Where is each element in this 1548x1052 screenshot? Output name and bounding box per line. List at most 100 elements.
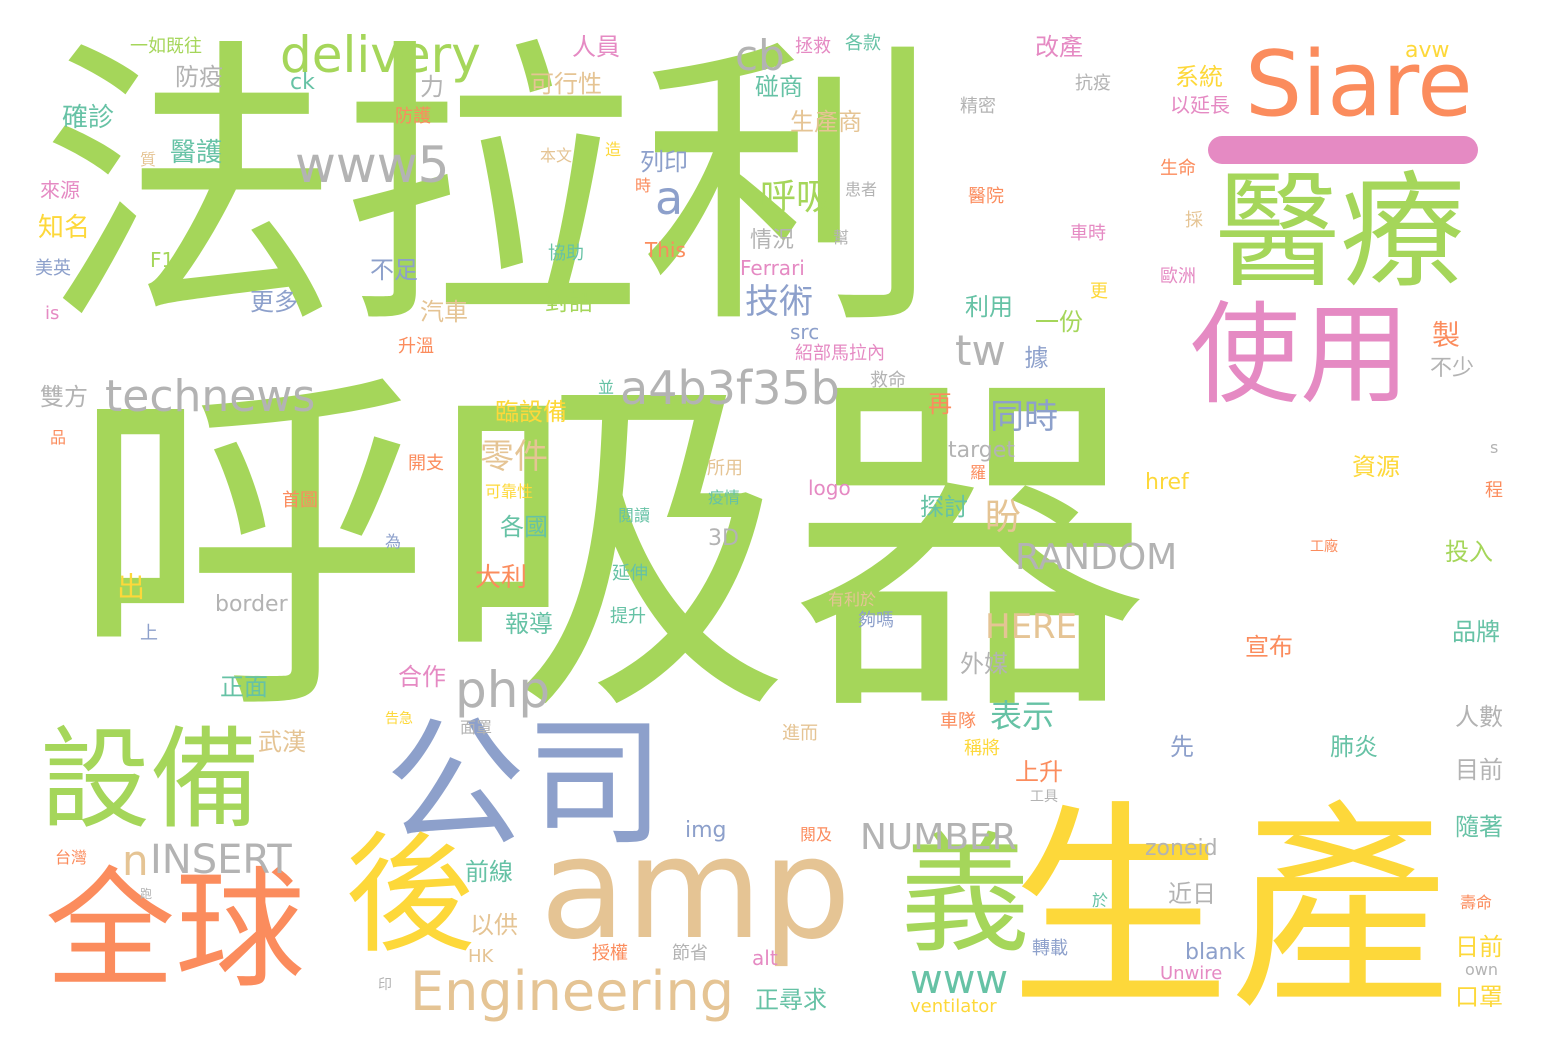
cloud-word: 改產 [1035,33,1083,61]
cloud-word: 授權 [592,943,628,964]
cloud-word: RANDOM [1015,537,1178,578]
cloud-word: 面罩 [460,718,493,737]
cloud-word: 後 [345,819,476,971]
cloud-word: INSERT [150,837,292,883]
cloud-word: 台灣 [55,848,88,867]
cloud-word: 法拉利 [40,15,940,364]
cloud-word: 投入 [1445,538,1493,566]
cloud-word: 碰商 [755,73,803,101]
cloud-word: 閱及 [800,825,833,844]
cloud-word: 採 [1185,210,1203,231]
cloud-word: 來源 [40,178,80,202]
cloud-word: Siare [1245,32,1473,137]
cloud-word: 時 [635,176,652,195]
cloud-word: cb [735,31,785,80]
cloud-word: 防疫 [175,63,223,91]
cloud-word: 使用 [1190,291,1410,419]
cloud-word: 本文 [540,146,573,165]
cloud-word: 提升 [610,606,646,627]
cloud-word: n [122,836,149,885]
cloud-word: 可行性 [530,70,602,98]
cloud-word: 美英 [35,258,71,279]
cloud-word: 先 [1170,733,1194,761]
cloud-word: 一如既往 [130,36,202,57]
cloud-word: 患者 [845,180,878,199]
cloud-word: 程 [1485,480,1503,501]
cloud-word: 首圖 [282,490,318,511]
cloud-word: 資源 [1352,453,1400,481]
cloud-word: a [655,171,684,225]
cloud-word: 義 [900,819,1031,971]
cloud-word: 公司 [385,703,666,866]
cloud-word: HK [468,946,494,967]
cloud-word: 品牌 [1452,618,1500,646]
cloud-word: This [645,238,686,262]
cloud-word: 醫護 [170,138,223,168]
cloud-word: img [685,818,727,843]
cloud-word: 質 [140,150,157,169]
cloud-word: 呼吸 [760,177,833,218]
cloud-word: 疫情 [708,488,741,507]
cloud-word: 確診 [62,103,115,133]
cloud-word: 宣布 [1245,633,1293,661]
cloud-word: 壽命 [1460,893,1493,912]
cloud-word: 進而 [782,723,818,744]
cloud-word: Ferrari [740,256,805,280]
cloud-word: ventilator [910,996,997,1017]
cloud-word: technews [105,371,316,422]
cloud-word: 系統 [1175,63,1223,91]
cloud-word: 開支 [408,453,444,474]
cloud-word: 武漢 [258,728,306,756]
cloud-word: 印 [378,977,392,993]
cloud-word: 列印 [640,148,688,176]
cloud-word: 盼 [985,497,1022,538]
cloud-word: 於 [1092,891,1109,910]
cloud-word: 一份 [1035,308,1083,336]
cloud-word: ck [290,70,315,95]
cloud-word: 紹部馬拉內 [795,343,885,364]
cloud-word: 技術 [745,282,813,322]
cloud-word: 可靠性 [485,482,534,501]
cloud-word: 拯救 [795,36,831,57]
cloud-word: 車隊 [940,711,976,732]
cloud-word: 更 [1090,281,1108,302]
cloud-word: 雙方 [40,383,88,411]
cloud-word: 零件 [480,437,548,477]
cloud-word: 正面 [220,673,268,701]
cloud-word: 人員 [572,33,620,61]
cloud-word: 品 [50,428,67,447]
cloud-word: 表示 [990,697,1055,735]
cloud-word: avw [1405,38,1450,63]
cloud-word: NUMBER [860,817,1017,858]
cloud-word: href [1145,470,1189,495]
cloud-word: 轉載 [1032,938,1068,959]
cloud-word: 有利於 [828,590,877,609]
cloud-word: 隨著 [1455,813,1503,841]
cloud-word: php [455,661,551,719]
cloud-word: 製 [1428,320,1461,348]
cloud-word: 外媒 [960,650,1008,678]
cloud-word: 設備 [40,716,260,844]
cloud-word: 幫 [833,228,850,247]
cloud-word: 肺炎 [1330,733,1378,761]
cloud-word: Unwire [1160,963,1223,984]
cloud-word: 據 [1020,345,1048,369]
cloud-word: 防護 [395,106,431,127]
cloud-word: delivery [280,26,481,84]
cloud-word: 各款 [845,33,881,54]
cloud-word: 跑 [140,887,153,901]
cloud-word: 醫院 [968,186,1004,207]
cloud-word: 利用 [965,293,1013,321]
cloud-word: 升溫 [398,336,434,357]
cloud-word: s [1490,438,1499,457]
cloud-word: 工具 [1030,789,1058,805]
cloud-word: 生產商 [790,108,862,136]
cloud-word: a4b3f35b [620,361,840,415]
cloud-word: 造 [605,140,622,159]
cloud-word: 節省 [672,943,708,964]
cloud-word: 生命 [1160,158,1196,179]
cloud-word: 正尋求 [755,986,827,1014]
cloud-word: own [1465,960,1499,979]
cloud-word: 知名 [38,213,91,243]
